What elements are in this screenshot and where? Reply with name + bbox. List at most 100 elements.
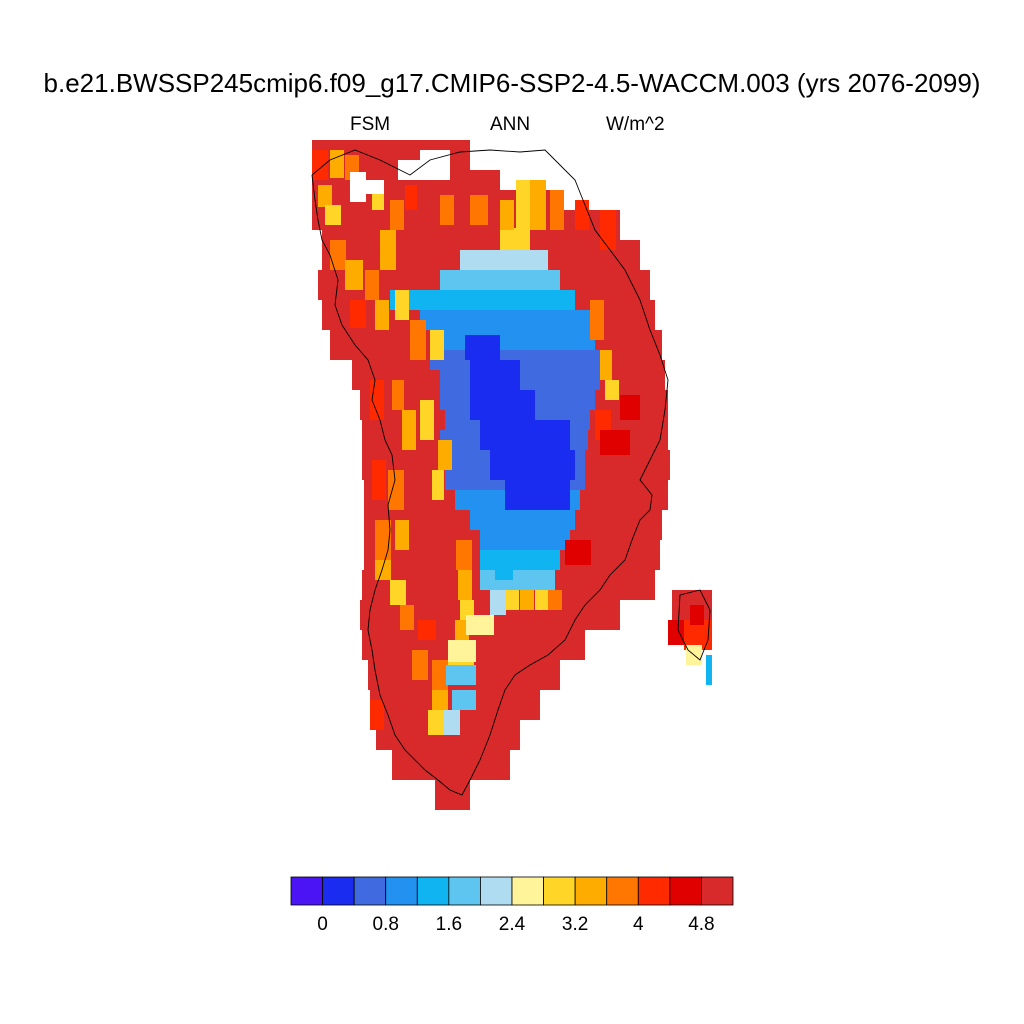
fringe-cell — [516, 180, 530, 230]
core-cell-row — [480, 420, 570, 450]
fringe-cell — [438, 440, 452, 470]
interior-cell-row — [420, 310, 590, 330]
fringe-cell — [395, 520, 409, 550]
fringe-cell — [466, 615, 494, 635]
fringe-cell — [325, 205, 341, 225]
fringe-cell — [530, 180, 546, 230]
fringe-cell — [400, 605, 414, 630]
colorbar-swatch — [511, 876, 544, 906]
fringe-cell — [412, 650, 428, 680]
plot-title: b.e21.BWSSP245cmip6.f09_g17.CMIP6-SSP2-4… — [43, 68, 981, 98]
colorbar-swatch — [480, 876, 513, 906]
fringe-cell — [365, 270, 379, 300]
colorbar-tick-label: 0.8 — [373, 914, 399, 935]
fringe-cell — [452, 690, 476, 710]
fringe-cell — [402, 410, 416, 450]
fringe-cell — [605, 380, 619, 400]
colorbar-tick-label: 1.6 — [436, 914, 462, 935]
fringe-cell — [446, 665, 476, 685]
empty-cell — [312, 230, 322, 270]
colorbar-tick-label: 2.4 — [499, 914, 526, 935]
colorbar-swatch — [669, 876, 702, 906]
fringe-cell — [380, 230, 396, 270]
ice-sheet-cell-row — [392, 750, 510, 780]
colorbar-swatch — [322, 876, 355, 906]
colorbar-tick-label: 3.2 — [562, 914, 588, 935]
fringe-cell — [388, 470, 404, 510]
fringe-cell — [600, 210, 616, 250]
interior-cell-row — [470, 510, 575, 530]
colorbar-swatch — [416, 876, 450, 906]
fringe-cell — [375, 300, 389, 330]
fringe-cell — [418, 620, 436, 640]
fringe-cell — [495, 560, 513, 580]
fringe-cell — [550, 190, 564, 230]
colorbar-swatch — [574, 876, 608, 906]
fringe-cell — [432, 470, 444, 500]
interior-cell-row — [480, 530, 570, 550]
empty-cell — [350, 172, 366, 202]
fringe-cell — [535, 590, 549, 610]
fringe-cell — [330, 240, 346, 270]
colorbar-swatch — [290, 876, 323, 906]
fringe-cell — [390, 580, 406, 605]
fringe-cell — [458, 570, 472, 600]
core-cell-row — [465, 335, 500, 360]
core-cell-row — [505, 480, 570, 510]
fringe-cell — [490, 590, 506, 615]
fringe-cell — [548, 590, 562, 610]
fringe-cell — [420, 400, 434, 440]
empty-cell — [364, 180, 384, 194]
fringe-cell — [520, 590, 534, 610]
iceland-cell — [706, 655, 712, 685]
fringe-cell — [470, 195, 488, 225]
fringe-cell — [500, 200, 514, 230]
fringe-cell — [565, 540, 591, 565]
season-label: ANN — [490, 114, 531, 135]
fringe-cell — [318, 185, 332, 207]
fringe-cell — [575, 200, 589, 230]
fringe-cell — [392, 380, 404, 410]
fringe-cell — [444, 710, 460, 735]
core-cell-row — [470, 360, 520, 390]
ice-sheet-cell-row — [435, 780, 470, 810]
colorbar-swatch — [385, 876, 418, 906]
fringe-cell — [395, 290, 409, 320]
fringe-cell — [448, 640, 476, 662]
fringe-cell — [600, 430, 630, 455]
fringe-cell — [430, 330, 444, 360]
colorbar-swatch — [606, 876, 639, 906]
fringe-cell — [370, 700, 384, 730]
colorbar-swatch — [353, 876, 387, 906]
fringe-cell — [456, 540, 472, 570]
fringe-cell — [375, 560, 391, 580]
fringe-cell — [590, 300, 604, 340]
fringe-cell — [405, 185, 417, 210]
fringe-cell — [600, 350, 612, 380]
fringe-cell — [428, 710, 444, 735]
fringe-cell — [410, 320, 426, 360]
interior-cell-row — [500, 228, 530, 250]
variable-label: FSM — [350, 114, 391, 135]
interior-cell-row — [390, 290, 575, 310]
fringe-cell — [432, 660, 448, 690]
core-cell-row — [470, 390, 535, 420]
fringe-cell — [350, 300, 366, 328]
interior-cell-row — [440, 270, 560, 290]
fringe-cell — [372, 460, 386, 500]
fringe-cell — [505, 590, 519, 610]
fringe-cell — [372, 190, 384, 210]
fringe-cell — [432, 690, 448, 710]
colorbar-tick-label: 0 — [317, 914, 328, 935]
fringe-cell — [345, 260, 363, 290]
colorbar-swatch — [543, 876, 576, 906]
units-label: W/m^2 — [606, 114, 665, 135]
fringe-cell — [440, 195, 454, 225]
fringe-cell — [330, 150, 344, 178]
interior-cell-row — [460, 250, 548, 270]
iceland-cell — [668, 620, 684, 645]
empty-cell — [420, 150, 450, 180]
coastline — [311, 149, 669, 796]
